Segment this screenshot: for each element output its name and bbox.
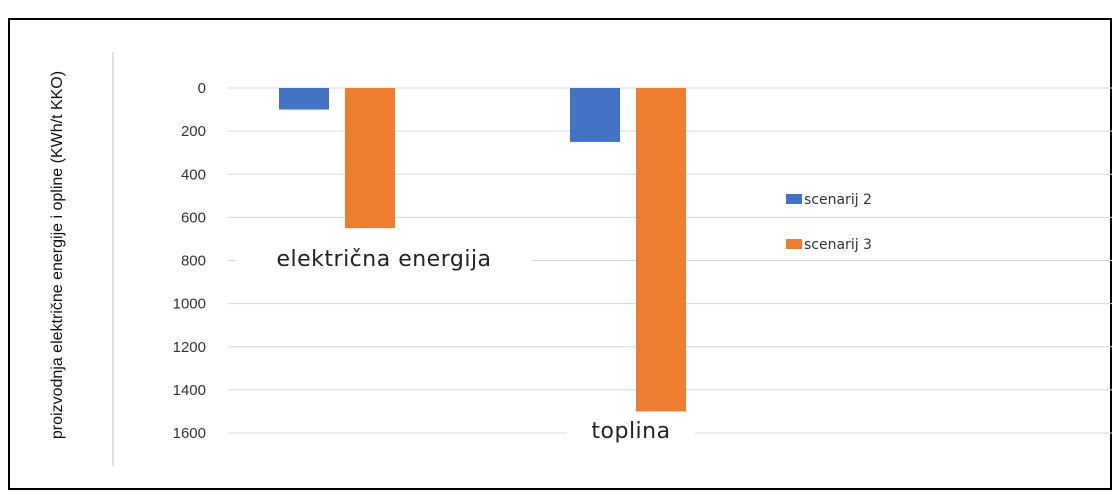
y-tick-label: 1400 (173, 382, 206, 399)
y-tick-label: 0 (198, 80, 206, 97)
category-label-background (567, 412, 695, 442)
category-label: električna energija (276, 247, 491, 272)
y-axis-ticks: 0 200 400 600 800 1000 1200 1400 1600 (173, 80, 206, 442)
category-label: toplina (591, 419, 670, 444)
y-tick-label: 200 (181, 123, 206, 140)
bars (279, 88, 686, 412)
bar-scenarij-3-elektricna-energija (345, 88, 395, 229)
category-labels: električna energija toplina (236, 240, 695, 444)
y-tick-label: 800 (181, 253, 206, 270)
legend-label: scenarij 2 (804, 192, 872, 208)
y-tick-label: 1000 (173, 296, 206, 313)
y-tick-label: 1200 (173, 339, 206, 356)
y-tick-label: 1600 (173, 425, 206, 442)
category-label-background (236, 240, 532, 270)
chart-frame (8, 18, 1112, 490)
y-tick-label: 600 (181, 209, 206, 226)
bar-scenarij-3-toplina (636, 88, 686, 412)
legend: scenarij 2 scenarij 3 (786, 192, 872, 253)
bar-scenarij-2-elektricna-energija (279, 88, 329, 110)
legend-swatch (786, 194, 802, 204)
legend-label: scenarij 3 (804, 237, 872, 253)
bar-scenarij-2-toplina (570, 88, 620, 142)
y-tick-label: 400 (181, 166, 206, 183)
legend-swatch (786, 239, 802, 249)
y-axis-label: proizvodnja električne energije i opline… (49, 70, 66, 440)
